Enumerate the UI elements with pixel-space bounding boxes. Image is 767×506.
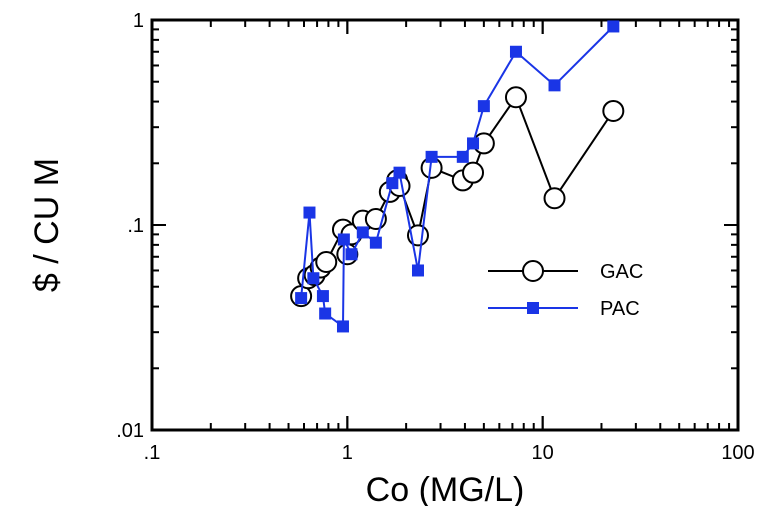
y-tick-label: 1 — [133, 10, 144, 32]
data-point-pac — [345, 248, 358, 261]
y-axis-title: $ / CU M — [28, 158, 66, 292]
data-point-gac — [504, 86, 527, 109]
data-point-pac — [425, 150, 438, 163]
data-point-pac — [295, 292, 308, 305]
legend-marker-gac — [522, 260, 544, 282]
y-tick-label: .1 — [127, 215, 144, 237]
series-line-gac — [300, 95, 615, 297]
data-point-pac — [356, 226, 369, 239]
data-point-pac — [456, 150, 469, 163]
data-point-pac — [319, 307, 332, 320]
axis-tick-labels: .1 1 10 100.01.11 — [116, 10, 755, 464]
data-point-pac — [336, 320, 349, 333]
data-point-pac — [477, 100, 490, 113]
data-point-gac — [462, 161, 485, 184]
data-point-pac — [369, 236, 382, 249]
data-point-pac — [411, 264, 424, 277]
data-point-pac — [316, 290, 329, 303]
legend: GAC PAC — [488, 260, 643, 320]
data-point-pac — [307, 272, 320, 285]
data-point-pac — [467, 137, 480, 150]
x-axis-title: Co (MG/L) — [366, 471, 525, 506]
series-gac — [290, 86, 625, 308]
data-point-pac — [337, 233, 350, 246]
data-point-pac — [509, 45, 522, 58]
data-point-gac — [543, 187, 566, 210]
series-pac — [295, 20, 620, 333]
data-point-pac — [303, 206, 316, 219]
x-tick-label: 100 — [721, 442, 754, 464]
plot-frame — [150, 18, 740, 432]
data-point-pac — [393, 166, 406, 179]
legend-label-pac: PAC — [600, 298, 640, 320]
data-point-pac — [386, 177, 399, 190]
legend-marker-pac — [527, 302, 539, 314]
x-tick-label: 10 — [532, 442, 554, 464]
series-layer — [290, 20, 625, 333]
axis-ticks — [151, 19, 739, 431]
legend-label-gac: GAC — [600, 261, 643, 283]
data-point-pac — [607, 20, 620, 33]
data-point-gac — [315, 250, 338, 273]
data-point-gac — [602, 99, 625, 122]
x-tick-label: .1 — [144, 442, 161, 464]
x-tick-label: 1 — [342, 442, 353, 464]
data-point-pac — [548, 79, 561, 92]
y-tick-label: .01 — [116, 420, 144, 442]
